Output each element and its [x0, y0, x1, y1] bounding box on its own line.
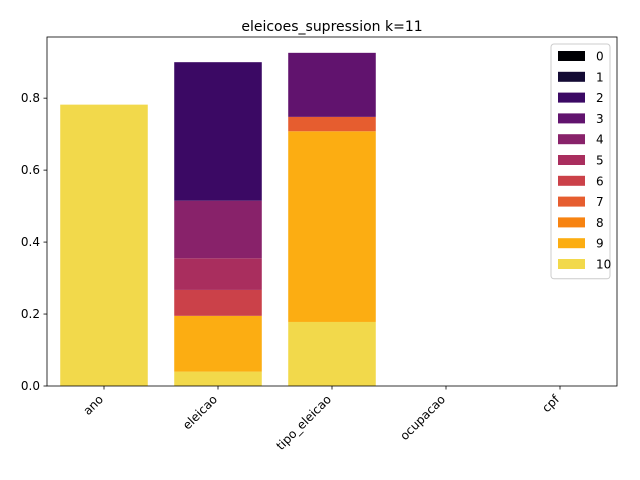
bar-eleicao-series-2: [174, 62, 262, 201]
legend-swatch-2: [558, 92, 585, 103]
y-tick-label: 0.2: [21, 307, 40, 321]
legend-label-1: 1: [596, 70, 604, 84]
chart-title: eleicoes_supression k=11: [241, 19, 422, 35]
legend-label-7: 7: [596, 195, 604, 209]
legend-swatch-8: [558, 217, 585, 228]
legend-swatch-5: [558, 155, 585, 165]
x-tick-label: tipo_eleicao: [273, 392, 334, 453]
legend: 0 1 2 3 4 5 6 7 8 9 10: [550, 43, 611, 280]
x-tick-label: cpf: [539, 392, 562, 415]
legend-swatch-6: [558, 175, 585, 186]
legend-label-9: 9: [596, 237, 604, 251]
legend-label-6: 6: [596, 174, 604, 188]
legend-swatch-1: [558, 71, 585, 82]
x-tick-label: eleicao: [180, 392, 220, 432]
bar-tipo_eleicao-series-10: [288, 321, 376, 386]
legend-label-0: 0: [596, 50, 604, 64]
legend-swatch-4: [558, 134, 585, 145]
legend-swatch-7: [558, 196, 585, 207]
bars-group: [60, 52, 376, 386]
legend-swatch-0: [558, 51, 585, 61]
legend-swatch-3: [558, 113, 585, 124]
bar-tipo_eleicao-series-7: [288, 116, 376, 132]
bar-eleicao-series-9: [174, 315, 262, 372]
bar-tipo_eleicao-series-3: [288, 52, 376, 117]
y-tick-label: 0.0: [21, 379, 40, 393]
y-tick-label: 0.8: [21, 91, 40, 105]
legend-label-4: 4: [596, 133, 604, 147]
bar-eleicao-series-4: [174, 200, 262, 259]
legend-label-2: 2: [596, 91, 604, 105]
x-tick-label: ano: [80, 392, 106, 418]
bar-ano-series-10: [60, 104, 148, 386]
legend-label-5: 5: [596, 154, 604, 168]
bar-eleicao-series-6: [174, 289, 262, 316]
legend-swatch-10: [558, 259, 585, 269]
legend-swatch-9: [558, 238, 585, 249]
bar-eleicao-series-5: [174, 258, 262, 290]
legend-label-10: 10: [596, 258, 611, 272]
bar-tipo_eleicao-series-9: [288, 131, 376, 322]
x-tick-label: ocupacao: [397, 392, 448, 443]
y-tick-label: 0.6: [21, 163, 40, 177]
legend-label-8: 8: [596, 216, 604, 230]
bar-eleicao-series-10: [174, 371, 262, 386]
y-tick-label: 0.4: [21, 235, 40, 249]
legend-label-3: 3: [596, 112, 604, 126]
